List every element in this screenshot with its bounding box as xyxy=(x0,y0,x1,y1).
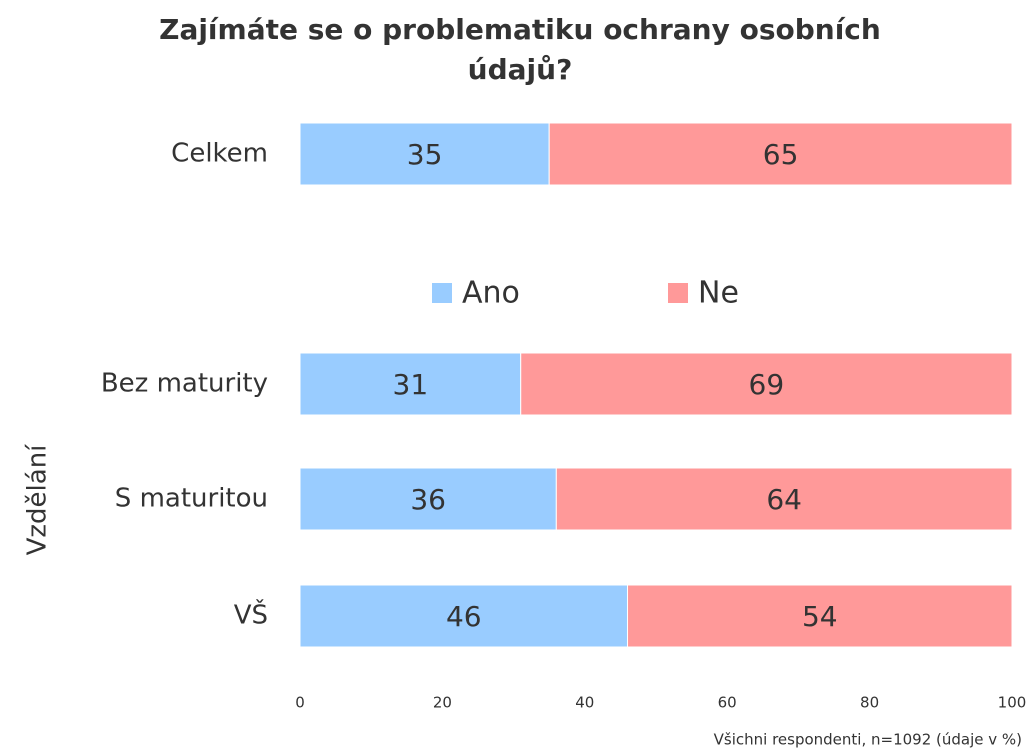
bar-segment xyxy=(548,122,1013,186)
data-label: 36 xyxy=(410,483,446,516)
y-tick-label: S maturitou xyxy=(115,484,268,514)
data-label: 69 xyxy=(749,368,785,401)
data-label: 31 xyxy=(393,368,429,401)
data-label: 64 xyxy=(766,483,802,516)
bar-segment xyxy=(627,584,1013,648)
x-tick-label: 100 xyxy=(998,694,1027,712)
bar-segment xyxy=(555,467,1013,531)
data-label: 65 xyxy=(763,138,799,171)
bar-segment xyxy=(520,352,1013,416)
bar-segment xyxy=(299,584,629,648)
legend-swatch xyxy=(668,283,688,303)
x-tick-label: 40 xyxy=(575,694,594,712)
x-tick-label: 80 xyxy=(860,694,879,712)
x-tick-label: 20 xyxy=(433,694,452,712)
bar-segment xyxy=(299,352,522,416)
data-label: 46 xyxy=(446,600,482,633)
x-tick-label: 60 xyxy=(718,694,737,712)
legend-swatch xyxy=(432,283,452,303)
note: Všichni respondenti, n=1092 (údaje v %) xyxy=(714,731,1022,749)
y-tick-label: Bez maturity xyxy=(101,369,268,399)
data-label: 54 xyxy=(802,600,838,633)
chart-title: Zajímáte se o problematiku ochrany osobn… xyxy=(159,13,881,86)
bar-segment xyxy=(299,467,557,531)
data-label: 35 xyxy=(407,138,443,171)
y-tick-label: Celkem xyxy=(171,139,268,169)
x-tick-label: 0 xyxy=(295,694,305,712)
legend-label: Ano xyxy=(462,276,520,311)
bar-segment xyxy=(299,122,550,186)
y-tick-label: VŠ xyxy=(234,599,268,631)
legend-label: Ne xyxy=(698,276,739,311)
group-label: Vzdělání xyxy=(23,444,53,556)
